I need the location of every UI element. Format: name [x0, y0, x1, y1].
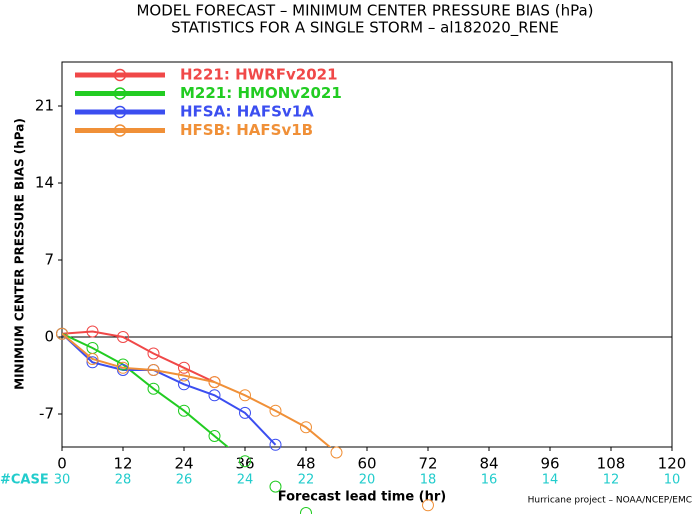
point-marker [86, 325, 99, 338]
y-tick-label: 0 [44, 328, 54, 346]
point-marker [239, 406, 251, 419]
point-marker [117, 361, 129, 374]
legend-label: HFSB: HAFSv1B [180, 121, 313, 139]
case-count: 20 [359, 473, 376, 488]
point-marker [117, 358, 129, 371]
y-tick-label: 21 [35, 97, 54, 115]
point-marker [56, 327, 68, 340]
x-tick-label: 48 [296, 455, 315, 473]
point-marker [208, 376, 221, 389]
y-axis-label: MINIMUM CENTER PRESSURE BIAS (hPa) [13, 118, 27, 390]
point-marker [300, 507, 312, 514]
case-count: 12 [603, 473, 620, 488]
legend-marker [113, 124, 127, 137]
case-count: 22 [298, 473, 315, 488]
x-tick-label: 36 [235, 455, 254, 473]
point-marker [86, 353, 99, 365]
legend-label: H221: HWRFv2021 [180, 66, 338, 84]
point-marker [269, 438, 282, 451]
x-tick-label: 72 [418, 455, 437, 473]
series-line [62, 332, 230, 447]
point-marker [117, 331, 129, 343]
point-marker [147, 364, 160, 376]
point-marker [330, 446, 343, 459]
point-marker [178, 404, 190, 417]
x-tick-label: 96 [540, 455, 559, 473]
legend-marker [113, 87, 127, 100]
case-count: 24 [237, 473, 254, 488]
legend-marker [113, 105, 127, 119]
series-line [62, 332, 277, 446]
point-marker [208, 430, 221, 442]
case-count: 26 [176, 473, 193, 488]
point-marker [178, 369, 190, 382]
y-tick-label: 7 [44, 251, 54, 269]
footer: Hurricane project – NOAA/NCEP/EMC [528, 496, 692, 506]
case-count: 10 [664, 473, 681, 488]
point-marker [239, 455, 251, 468]
case-count: 14 [542, 473, 559, 488]
case-count: 30 [54, 473, 71, 488]
x-axis-label: Forecast lead time (hr) [278, 490, 446, 505]
case-count: 18 [420, 473, 437, 488]
x-tick-label: 60 [357, 455, 376, 473]
case-count: 16 [481, 473, 498, 488]
point-marker [422, 499, 434, 512]
case-label: #CASE [0, 473, 49, 488]
chart-subtitle: STATISTICS FOR A SINGLE STORM – al182020… [171, 19, 559, 38]
chart-title: MODEL FORECAST – MINIMUM CENTER PRESSURE… [136, 2, 593, 20]
legend-marker [113, 68, 127, 82]
x-tick-label: 24 [174, 455, 193, 473]
point-marker [147, 347, 160, 360]
x-tick-label: 0 [57, 455, 67, 473]
point-marker [208, 389, 221, 402]
case-count: 28 [115, 473, 132, 488]
point-marker [178, 378, 190, 391]
legend-label: HFSA: HAFSv1A [180, 103, 314, 121]
x-tick-label: 12 [113, 455, 132, 473]
y-tick-label: -7 [39, 405, 54, 423]
point-marker [86, 356, 99, 369]
legend-label: M221: HMONv2021 [180, 84, 342, 102]
y-tick-label: 14 [35, 174, 54, 192]
x-tick-label: 108 [597, 455, 626, 473]
point-marker [269, 404, 282, 417]
x-tick-label: 120 [658, 455, 687, 473]
x-tick-label: 84 [479, 455, 498, 473]
point-marker [178, 361, 190, 374]
point-marker [239, 389, 251, 402]
point-marker [147, 382, 160, 395]
point-marker [269, 480, 282, 493]
point-marker [300, 421, 312, 434]
series-line [62, 330, 215, 384]
